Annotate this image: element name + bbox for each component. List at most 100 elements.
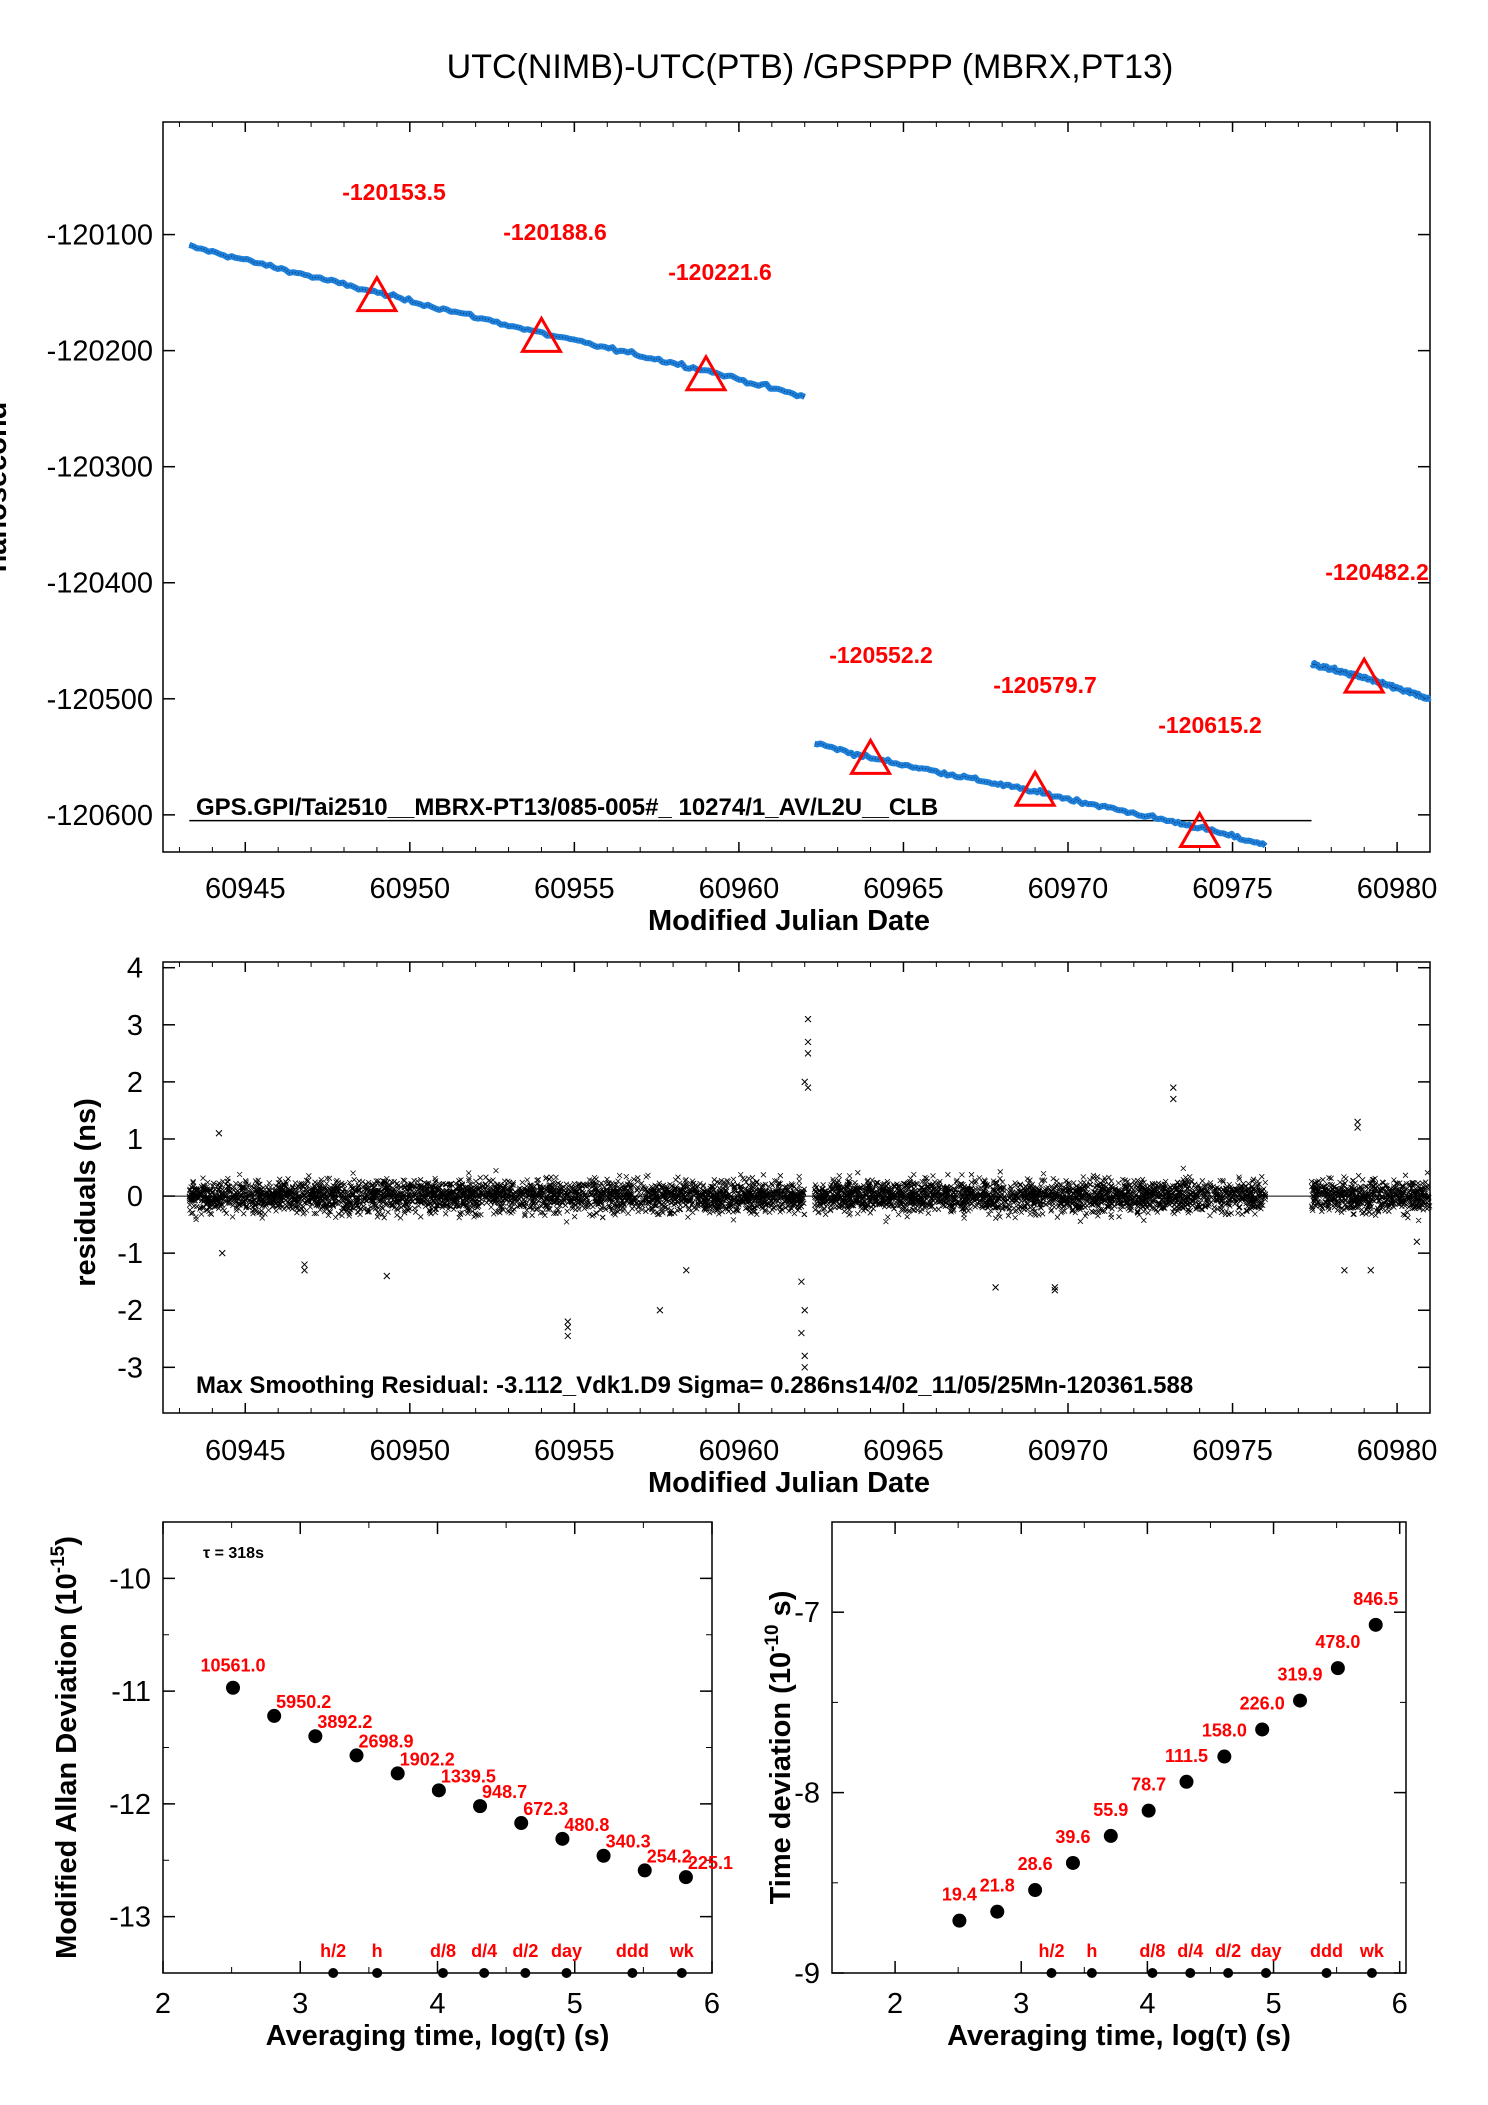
reference-mark — [1321, 1968, 1332, 1978]
y-tick-label: -2 — [117, 1295, 143, 1327]
residual-outlier — [1051, 1286, 1059, 1294]
residuals-annotation: Max Smoothing Residual: -3.112_Vdk1.D9 S… — [196, 1372, 1193, 1399]
residuals-x-axis-label: Modified Julian Date — [648, 1467, 930, 1499]
residual-outlier — [301, 1261, 308, 1268]
y-tick-label: -10 — [109, 1563, 151, 1595]
reference-mark-label: h — [372, 1941, 383, 1961]
stability-point — [1293, 1693, 1308, 1708]
residual-outlier — [804, 1038, 812, 1046]
main-x-axis-label: Modified Julian Date — [648, 905, 930, 937]
residual-outlier — [1354, 1118, 1361, 1126]
point-value-label: 10561.0 — [200, 1656, 265, 1676]
x-tick-label: 4 — [1139, 1988, 1155, 2020]
point-value-label: 78.7 — [1131, 1775, 1166, 1795]
reference-mark — [676, 1968, 687, 1978]
stability-point — [431, 1783, 446, 1798]
stability-point — [1330, 1661, 1345, 1676]
residual-outlier — [1169, 1095, 1177, 1103]
y-tick-label: -11 — [111, 1676, 151, 1708]
mdev-plot: 2 3 4 5 6 -10 -11 -12 -13 Averaging time, log(τ) … — [48, 1521, 733, 2052]
x-tick-label: 5 — [1265, 1988, 1281, 2020]
stability-point — [473, 1799, 488, 1814]
point-value-label: 55.9 — [1093, 1800, 1128, 1820]
x-tick-label: 2 — [155, 1988, 171, 2020]
point-value-label: 5950.2 — [276, 1692, 331, 1712]
triangle-marker — [684, 353, 728, 392]
reference-mark-label: wk — [669, 1941, 695, 1961]
point-value-label: 39.6 — [1055, 1827, 1090, 1847]
stability-point — [1255, 1722, 1270, 1737]
reference-mark — [561, 1968, 572, 1978]
x-tick-label: 60980 — [1357, 873, 1438, 905]
series-segment-texture-3 — [1311, 661, 1431, 700]
residual-outlier — [1341, 1266, 1348, 1274]
y-tick-label: -12 — [109, 1789, 151, 1821]
y-tick-label: -7 — [794, 1597, 820, 1629]
x-tick-label: 60945 — [205, 873, 286, 905]
y-tick-label: -120400 — [47, 568, 153, 600]
reference-mark — [328, 1968, 339, 1978]
stability-point — [349, 1748, 364, 1763]
reference-mark — [1223, 1968, 1234, 1978]
y-axis-label: Modified Allan Deviation (10-15) — [48, 1536, 83, 1959]
residual-outlier — [215, 1129, 223, 1137]
reference-mark — [520, 1968, 531, 1978]
main-y-axis-label: nanosecond — [0, 402, 13, 573]
reference-mark-label: d/4 — [1177, 1941, 1203, 1961]
stability-point — [990, 1904, 1005, 1919]
x-tick-label: 5 — [567, 1988, 583, 2020]
main-plot: 60945 60950 60955 60960 60965 60970 60975 60980… — [0, 121, 1438, 937]
point-value-label: 111.5 — [1165, 1746, 1208, 1766]
x-tick-label: 60960 — [699, 1435, 780, 1467]
reference-mark — [1046, 1968, 1057, 1978]
y-tick-label: -3 — [117, 1352, 143, 1384]
y-tick-label: -120300 — [47, 452, 153, 484]
reference-mark-label: d/8 — [1139, 1941, 1165, 1961]
tdev-plot-frame — [831, 1521, 1407, 1974]
x-tick-label: 3 — [1013, 1988, 1029, 2020]
residuals-frame — [162, 961, 1431, 1414]
point-value-label: 21.8 — [980, 1876, 1015, 1896]
y-tick-label: -8 — [794, 1778, 820, 1810]
x-tick-label: 60950 — [369, 873, 450, 905]
stability-point — [390, 1766, 405, 1781]
x-tick-label: 60950 — [369, 1435, 450, 1467]
residual-outlier — [801, 1078, 809, 1086]
residual-outlier — [1051, 1284, 1059, 1291]
x-tick-label: 60970 — [1028, 1435, 1109, 1467]
point-value-label: 158.0 — [1202, 1721, 1247, 1741]
stability-point — [952, 1913, 967, 1928]
point-value-label: 948.7 — [482, 1782, 527, 1802]
point-value-label: 846.5 — [1353, 1589, 1398, 1609]
residual-outlier — [682, 1266, 690, 1274]
x-tick-label: 60945 — [205, 1435, 286, 1467]
x-axis-label: Averaging time, log(τ) (s) — [947, 2020, 1291, 2052]
residuals-y-axis-label: residuals (ns) — [70, 1098, 102, 1287]
stability-point — [1141, 1803, 1156, 1818]
main-annotation: GPS.GPI/Tai2510__MBRX-PT13/085-005#_ 102… — [196, 794, 938, 821]
reference-mark-label: h/2 — [320, 1941, 346, 1961]
y-tick-label: 2 — [127, 1067, 143, 1099]
marker-value-label: -120153.5 — [342, 179, 446, 205]
reference-mark-label: h — [1086, 1941, 1097, 1961]
marker-value-label: -120579.7 — [993, 672, 1097, 698]
mdev-plot-frame — [162, 1521, 713, 1974]
triangle-marker — [848, 737, 893, 775]
reference-mark — [627, 1968, 638, 1978]
stability-point — [1368, 1617, 1383, 1632]
point-value-label: 3892.2 — [317, 1712, 372, 1732]
x-tick-label: 4 — [429, 1988, 445, 2020]
residual-outlier — [798, 1278, 805, 1286]
point-value-label: 478.0 — [1315, 1632, 1360, 1652]
x-tick-label: 6 — [1392, 1988, 1408, 2020]
figure-title: UTC(NIMB)-UTC(PTB) /GPSPPP (MBRX,PT13) — [447, 48, 1174, 86]
x-axis-label: Averaging time, log(τ) (s) — [266, 2020, 610, 2052]
point-value-label: 2698.9 — [359, 1731, 414, 1751]
y-tick-label: -120100 — [47, 220, 153, 252]
y-tick-label: 3 — [127, 1010, 143, 1042]
stability-point — [596, 1848, 611, 1863]
reference-mark-label: d/8 — [430, 1941, 456, 1961]
stability-point — [267, 1708, 282, 1723]
residual-outlier — [1413, 1238, 1421, 1246]
residual-outlier — [564, 1332, 572, 1340]
